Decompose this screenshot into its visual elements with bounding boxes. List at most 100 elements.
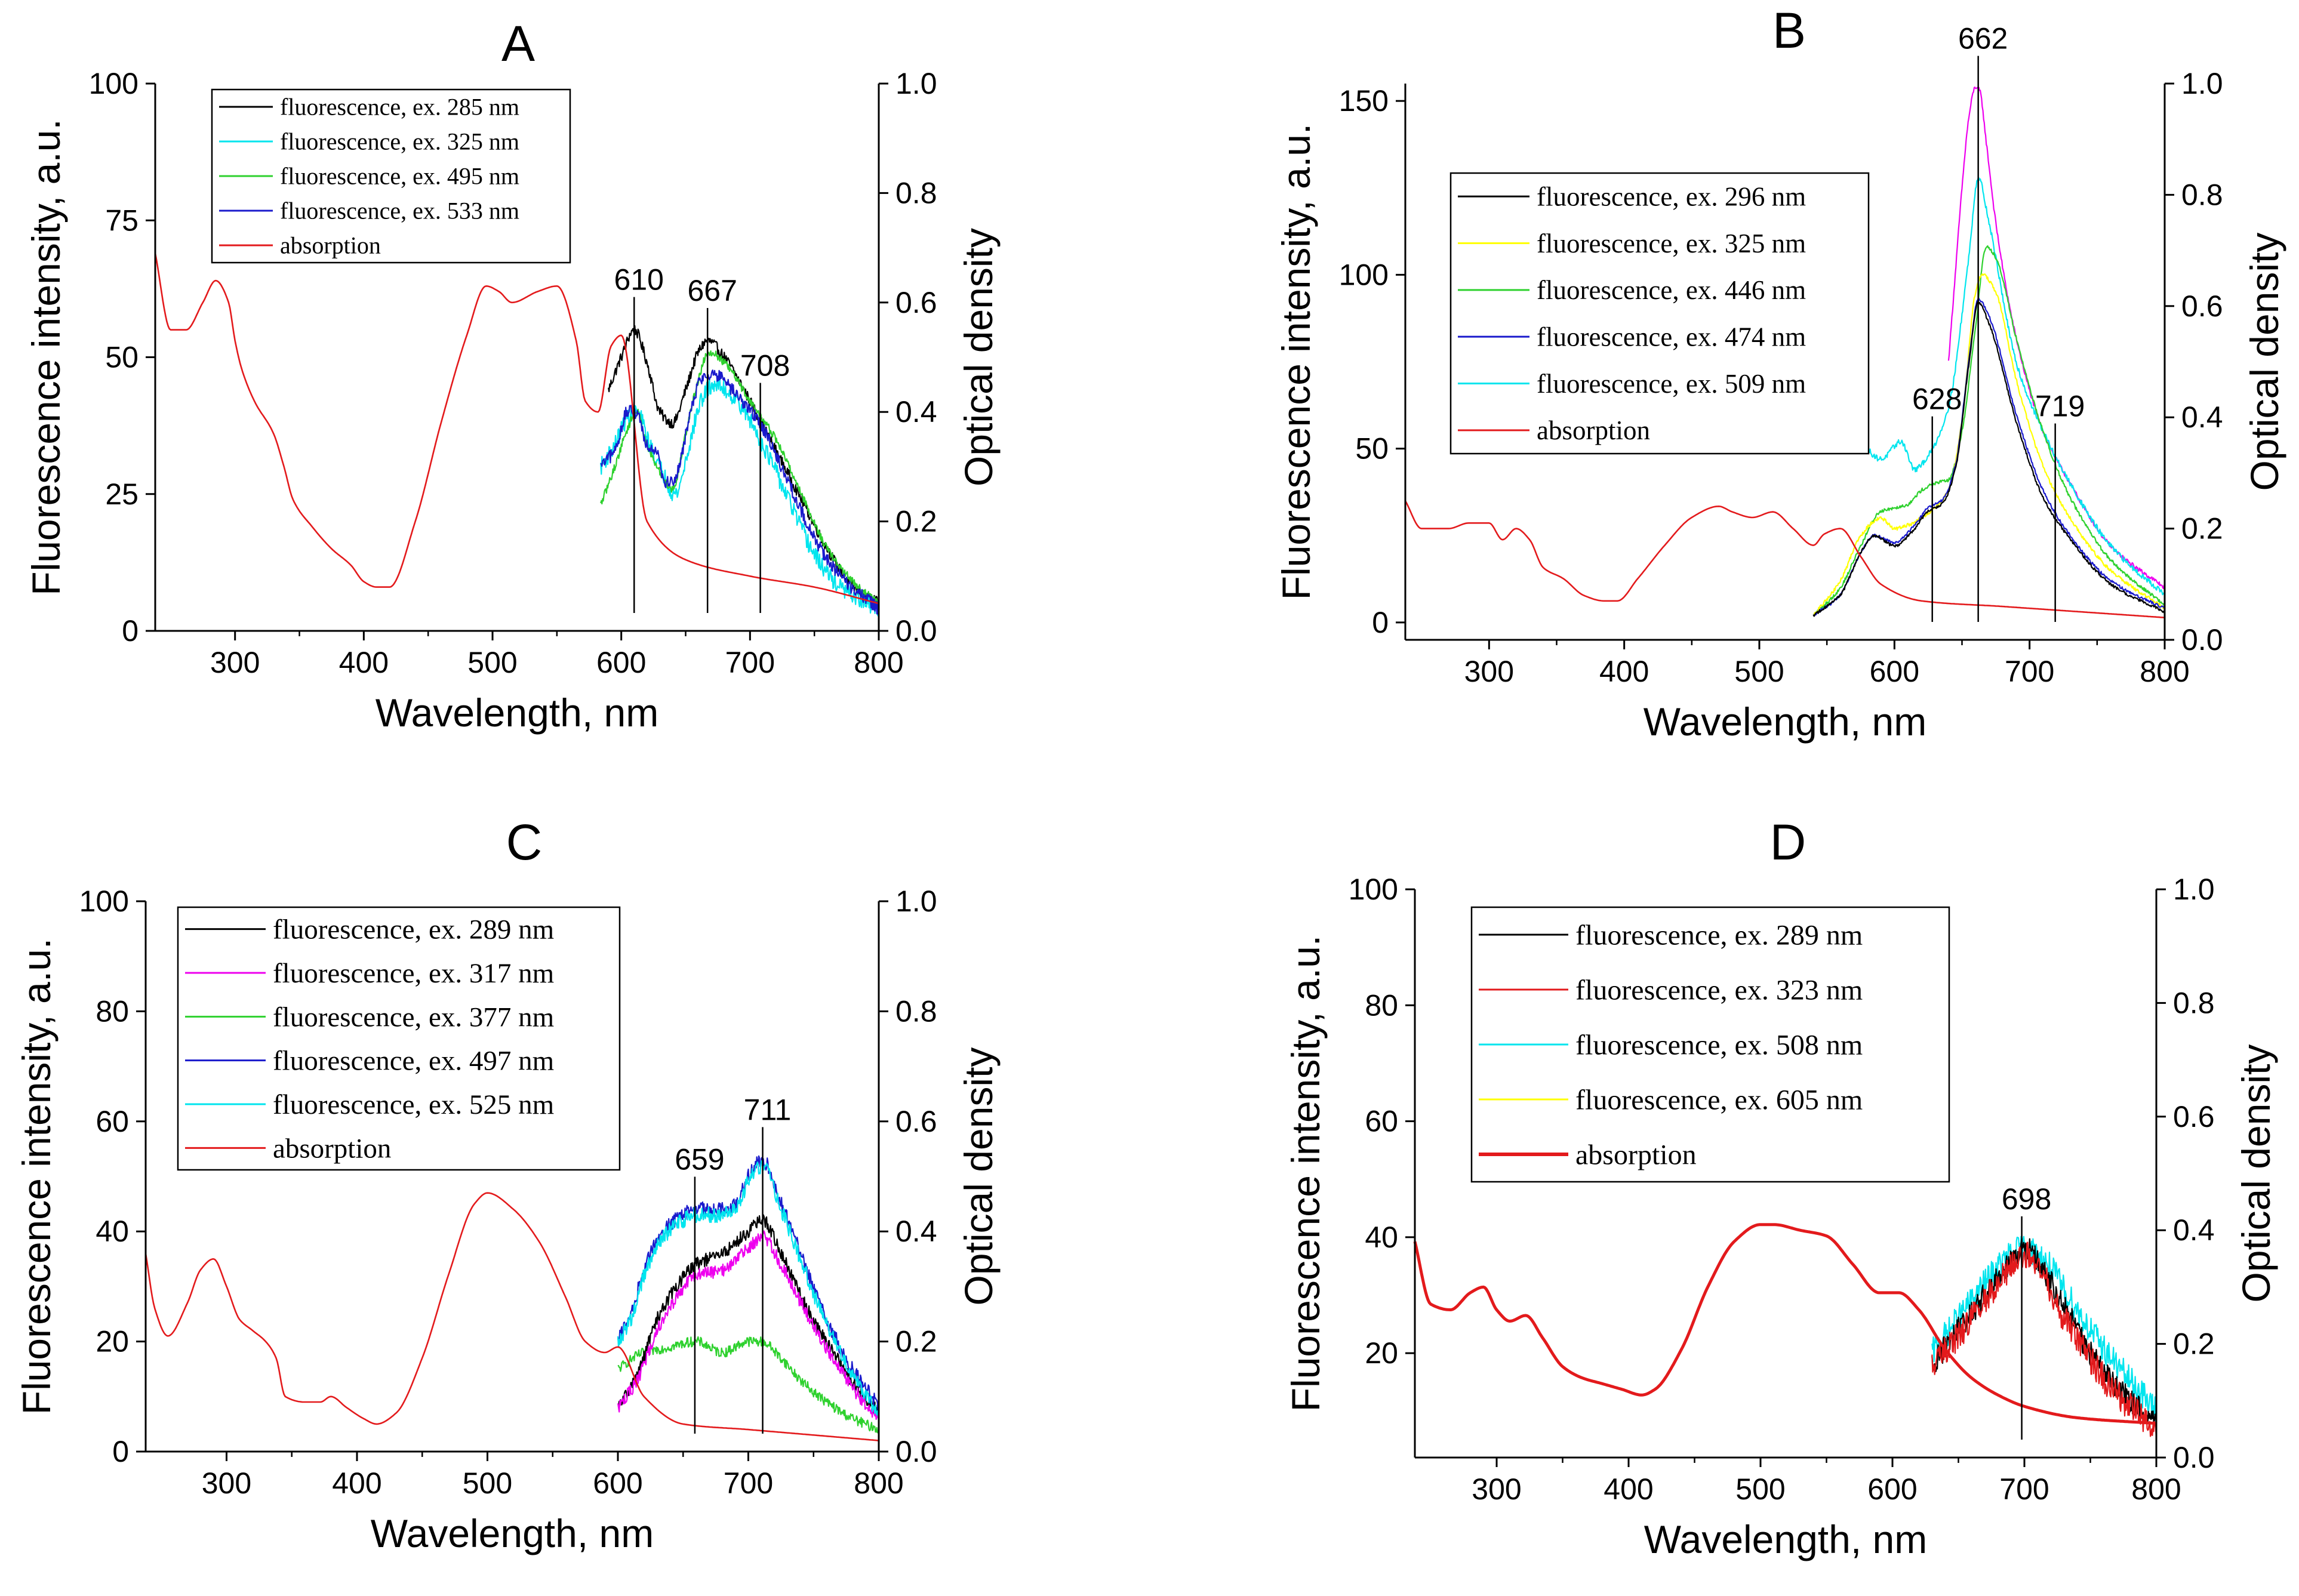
- y-right-tick-label: 0.8: [895, 994, 937, 1028]
- y-right-tick-label: 0.6: [2173, 1100, 2215, 1133]
- panel-letter: A: [501, 16, 535, 72]
- panel-D: 698 300 400 500 600 700 800 20 40 60 80 100 0.0 0.2 0.…: [1284, 814, 2278, 1561]
- legend-label: fluorescence, ex. 509 nm: [1537, 369, 1806, 399]
- x-tick-label: 300: [1464, 655, 1514, 688]
- legend-label: fluorescence, ex. 289 nm: [1575, 919, 1863, 951]
- x-tick-label: 500: [1735, 1472, 1785, 1506]
- y-left-tick-label: 40: [1365, 1221, 1398, 1254]
- y-left-tick-label: 20: [96, 1325, 129, 1358]
- legend-label: fluorescence, ex. 497 nm: [273, 1046, 554, 1077]
- legend-label: fluorescence, ex. 605 nm: [1575, 1084, 1863, 1116]
- series-line: [144, 1192, 879, 1441]
- series-line: [1860, 177, 2165, 596]
- y-left-tick-label: 150: [1339, 84, 1389, 118]
- series-line: [1812, 301, 2166, 617]
- y-right-tick-label: 0.4: [2181, 400, 2223, 434]
- y-right-tick-label: 0.4: [2173, 1213, 2215, 1247]
- legend-label: fluorescence, ex. 296 nm: [1537, 181, 1806, 211]
- y-left-tick-label: 100: [1349, 873, 1398, 906]
- legend-label: fluorescence, ex. 325 nm: [1537, 229, 1806, 258]
- legend-box: [1449, 172, 1870, 455]
- x-tick-label: 600: [1870, 655, 1919, 688]
- y-right-tick-label: 0.8: [2173, 986, 2215, 1019]
- legend-label: fluorescence, ex. 325 nm: [280, 128, 519, 155]
- y-right-tick-label: 0.2: [2173, 1327, 2215, 1361]
- legend-label: absorption: [280, 232, 381, 259]
- x-axis-label: Wavelength, nm: [1644, 1517, 1927, 1561]
- series-line: [1813, 273, 2165, 616]
- legend-label: fluorescence, ex. 525 nm: [273, 1089, 554, 1120]
- legend-box: [177, 906, 621, 1171]
- y-left-axis-label: Fluorescence intensity, a.u.: [1284, 935, 1328, 1412]
- x-tick-label: 800: [854, 1466, 903, 1500]
- legend-label: fluorescence, ex. 495 nm: [280, 163, 519, 190]
- y-right-tick-label: 0.0: [2173, 1441, 2215, 1474]
- legend-label: fluorescence, ex. 446 nm: [1537, 275, 1806, 305]
- legend-label: fluorescence, ex. 289 nm: [273, 914, 554, 945]
- y-left-tick-label: 100: [1339, 258, 1389, 291]
- series-line: [1947, 86, 2166, 589]
- legend: fluorescence, ex. 296 nm fluorescence, ex…: [1449, 172, 1870, 455]
- y-left-tick-label: 50: [1355, 432, 1389, 466]
- legend-label: fluorescence, ex. 533 nm: [280, 198, 519, 224]
- y-right-tick-label: 0.0: [2181, 623, 2223, 657]
- y-left-tick-label: 100: [89, 67, 139, 100]
- y-left-tick-label: 20: [1365, 1336, 1398, 1370]
- y-right-tick-label: 1.0: [895, 885, 937, 918]
- x-tick-label: 700: [724, 1466, 773, 1500]
- x-tick-label: 800: [2131, 1472, 2181, 1506]
- y-left-axis-label: Fluorescence intensity, a.u.: [1274, 124, 1318, 600]
- panel-letter: D: [1770, 814, 1806, 870]
- peak-label: 719: [2035, 390, 2085, 423]
- x-tick-label: 800: [2140, 655, 2189, 688]
- x-tick-label: 700: [2005, 655, 2054, 688]
- panel-C: 659 711 300 400 500 600 700 800 0 20 40 60 80 100 0.0 0…: [14, 814, 1001, 1555]
- y-left-tick-label: 60: [1365, 1105, 1398, 1138]
- x-axis-label: Wavelength, nm: [1644, 700, 1926, 744]
- y-left-tick-label: 50: [105, 341, 139, 374]
- legend-label: fluorescence, ex. 285 nm: [280, 94, 519, 121]
- legend-label: fluorescence, ex. 474 nm: [1537, 322, 1806, 352]
- legend: fluorescence, ex. 285 nm fluorescence, ex…: [211, 88, 571, 264]
- x-tick-label: 700: [725, 646, 775, 679]
- y-left-tick-label: 0: [112, 1435, 129, 1468]
- series-line: [617, 1214, 879, 1418]
- y-left-axis-label: Fluorescence intensity, a.u.: [24, 119, 68, 596]
- series-line: [1413, 1223, 2157, 1425]
- x-tick-label: 400: [1599, 655, 1649, 688]
- y-right-tick-label: 1.0: [895, 67, 937, 100]
- legend-label: fluorescence, ex. 508 nm: [1575, 1029, 1863, 1061]
- y-right-tick-label: 0.4: [895, 1215, 937, 1248]
- y-right-tick-label: 0.4: [895, 395, 937, 429]
- y-left-tick-label: 0: [1372, 606, 1389, 639]
- peak-label: 610: [614, 263, 664, 297]
- legend-label: absorption: [273, 1133, 391, 1164]
- legend-label: fluorescence, ex. 377 nm: [273, 1002, 554, 1033]
- y-right-tick-label: 0.2: [895, 1325, 937, 1358]
- y-left-tick-label: 100: [79, 885, 129, 918]
- y-right-tick-label: 0.6: [2181, 289, 2223, 323]
- y-left-tick-label: 40: [96, 1215, 129, 1248]
- x-tick-label: 600: [1867, 1472, 1917, 1506]
- x-tick-label: 600: [596, 646, 646, 679]
- x-axis-label: Wavelength, nm: [376, 691, 658, 735]
- x-tick-label: 600: [593, 1466, 642, 1500]
- panel-letter: B: [1772, 2, 1806, 58]
- y-right-tick-label: 0.8: [895, 176, 937, 209]
- x-tick-label: 400: [1604, 1472, 1653, 1506]
- y-right-tick-label: 0.8: [2181, 178, 2223, 211]
- y-left-tick-label: 0: [122, 614, 139, 648]
- y-right-tick-label: 0.2: [895, 505, 937, 538]
- series-line: [617, 1336, 879, 1434]
- legend: fluorescence, ex. 289 nm fluorescence, ex…: [177, 906, 621, 1171]
- y-right-tick-label: 0.0: [895, 614, 937, 648]
- y-left-tick-label: 60: [96, 1105, 129, 1138]
- peak-label: 708: [740, 349, 790, 382]
- legend: fluorescence, ex. 289 nm fluorescence, ex…: [1470, 906, 1950, 1183]
- y-right-tick-label: 0.6: [895, 286, 937, 319]
- y-left-tick-label: 80: [1365, 988, 1398, 1022]
- peak-label: 659: [675, 1142, 724, 1176]
- x-tick-label: 400: [332, 1466, 381, 1500]
- x-tick-label: 300: [202, 1466, 251, 1500]
